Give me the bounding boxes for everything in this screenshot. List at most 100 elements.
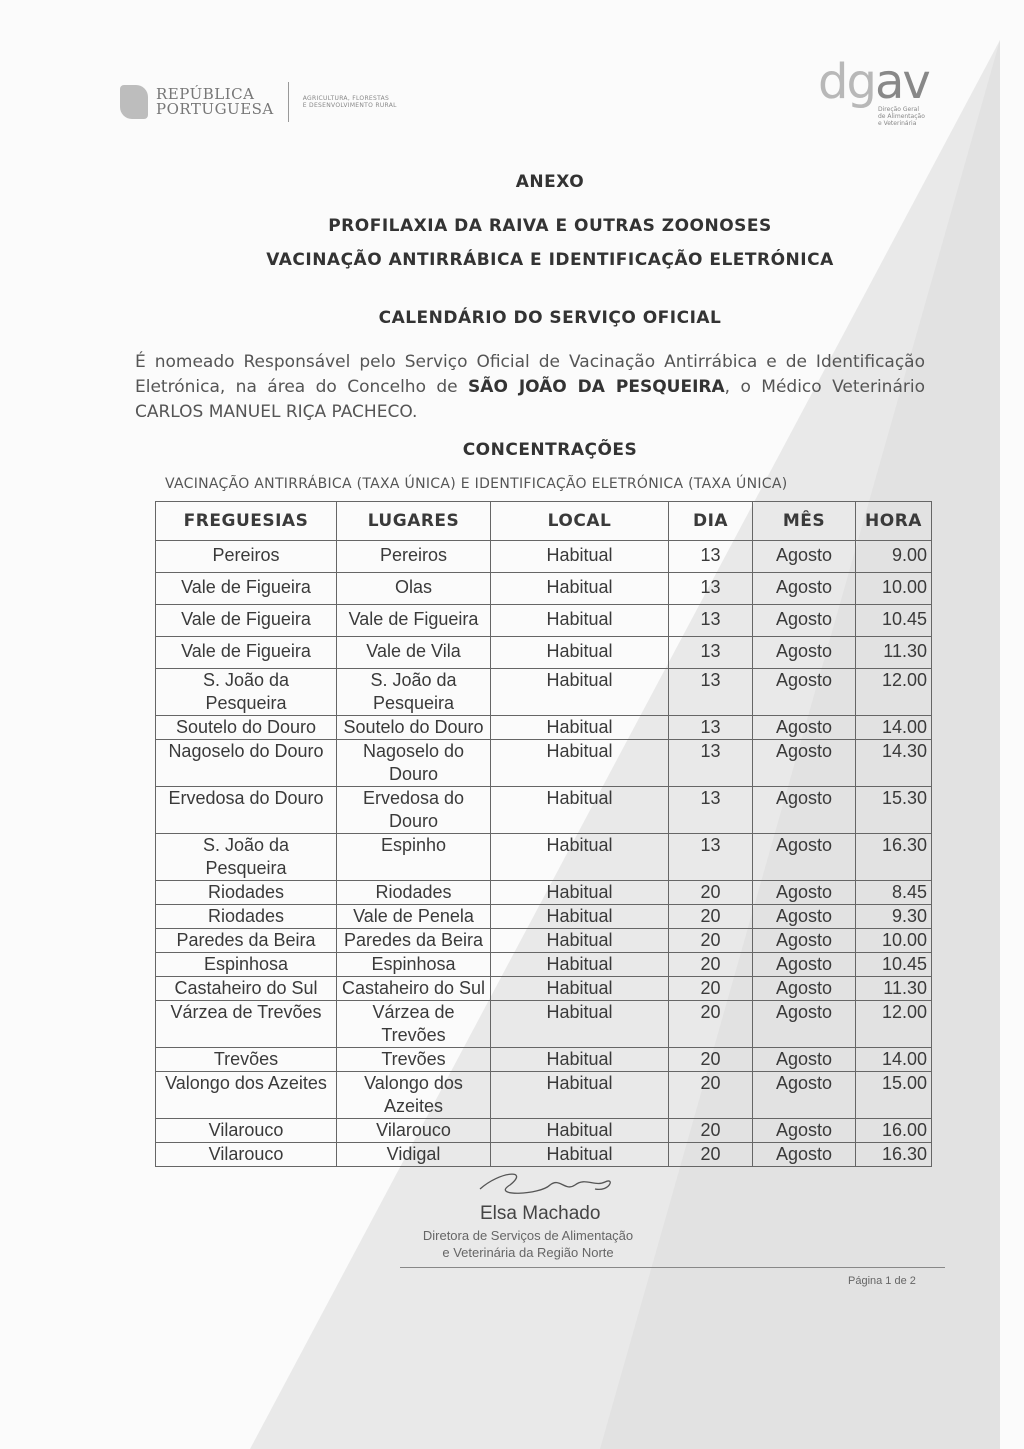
- local-cell: Habitual: [490, 833, 669, 881]
- hora-cell: 11.30: [855, 976, 932, 1001]
- lugar-cell: Ervedosa do Douro: [336, 786, 491, 834]
- mes-cell: Agosto: [752, 739, 856, 787]
- hora-cell: 10.00: [855, 572, 932, 605]
- table-header-row: FREGUESIAS LUGARES LOCAL DIA MÊS HORA: [155, 501, 932, 541]
- dia-cell: 13: [668, 833, 753, 881]
- dia-cell: 20: [668, 952, 753, 977]
- hora-cell: 16.30: [855, 833, 932, 881]
- lugar-cell: Vilarouco: [336, 1118, 491, 1143]
- dia-cell: 20: [668, 976, 753, 1001]
- column-header: HORA: [855, 501, 932, 541]
- mes-cell: Agosto: [752, 1000, 856, 1048]
- hora-cell: 11.30: [855, 636, 932, 669]
- local-cell: Habitual: [490, 786, 669, 834]
- freguesia-cell: Vilarouco: [155, 1118, 337, 1143]
- signature-block: Elsa Machado Diretora de Serviços de Ali…: [398, 1169, 658, 1261]
- mes-cell: Agosto: [752, 715, 856, 740]
- column-header: LUGARES: [336, 501, 491, 541]
- footer-divider: [400, 1267, 945, 1268]
- hora-cell: 9.00: [855, 540, 932, 573]
- hora-cell: 10.45: [855, 604, 932, 637]
- document-subtitle: PROFILAXIA DA RAIVA E OUTRAS ZOONOSES: [328, 216, 772, 236]
- table-row: Vilarouco Vidigal Habitual 20 Agosto 16.30: [155, 1142, 932, 1167]
- table-row: Valongo dos Azeites Valongo dos Azeites Ha…: [155, 1071, 932, 1119]
- table-row: Pereiros Pereiros Habitual 13 Agosto 9.00: [155, 540, 932, 573]
- lugar-cell: Trevões: [336, 1047, 491, 1072]
- hora-cell: 16.30: [855, 1142, 932, 1167]
- table-row: Nagoselo do Douro Nagoselo do Douro Habitu…: [155, 739, 932, 787]
- dia-cell: 20: [668, 928, 753, 953]
- lugar-cell: Vale de Penela: [336, 904, 491, 929]
- freguesia-cell: Castaheiro do Sul: [155, 976, 337, 1001]
- local-cell: Habitual: [490, 952, 669, 977]
- table-row: Várzea de Trevões Várzea de Trevões Habitu…: [155, 1000, 932, 1048]
- lugar-cell: S. João da Pesqueira: [336, 668, 491, 716]
- dia-cell: 13: [668, 715, 753, 740]
- mes-cell: Agosto: [752, 976, 856, 1001]
- lugar-cell: Vale de Vila: [336, 636, 491, 669]
- divider: [287, 82, 289, 122]
- signatory-title-line: e Veterinária da Região Norte: [442, 1245, 614, 1260]
- column-header: FREGUESIAS: [155, 501, 337, 541]
- table-row: Paredes da Beira Paredes da Beira Habitual…: [155, 928, 932, 953]
- signatory-title: Diretora de Serviços de Alimentação e Ve…: [398, 1227, 658, 1261]
- lugar-cell: Soutelo do Douro: [336, 715, 491, 740]
- freguesia-cell: Espinhosa: [155, 952, 337, 977]
- hora-cell: 10.00: [855, 928, 932, 953]
- dia-cell: 20: [668, 1142, 753, 1167]
- local-cell: Habitual: [490, 636, 669, 669]
- mes-cell: Agosto: [752, 1142, 856, 1167]
- section-subtitle: VACINAÇÃO ANTIRRÁBICA (TAXA ÚNICA) E IDE…: [165, 476, 788, 492]
- local-cell: Habitual: [490, 668, 669, 716]
- mes-cell: Agosto: [752, 604, 856, 637]
- mes-cell: Agosto: [752, 786, 856, 834]
- lugar-cell: Castaheiro do Sul: [336, 976, 491, 1001]
- mes-cell: Agosto: [752, 880, 856, 905]
- table-row: Castaheiro do Sul Castaheiro do Sul Habitu…: [155, 976, 932, 1001]
- mes-cell: Agosto: [752, 904, 856, 929]
- freguesia-cell: Vilarouco: [155, 1142, 337, 1167]
- table-row: Espinhosa Espinhosa Habitual 20 Agosto 10.45: [155, 952, 932, 977]
- hora-cell: 15.30: [855, 786, 932, 834]
- table-row: S. João da Pesqueira S. João da Pesqueira…: [155, 668, 932, 716]
- column-header: MÊS: [752, 501, 856, 541]
- local-cell: Habitual: [490, 540, 669, 573]
- freguesia-cell: Várzea de Trevões: [155, 1000, 337, 1048]
- lugar-cell: Vidigal: [336, 1142, 491, 1167]
- concelho-name: SÃO JOÃO DA PESQUEIRA: [468, 377, 725, 397]
- document-subtitle: VACINAÇÃO ANTIRRÁBICA E IDENTIFICAÇÃO EL…: [266, 250, 834, 270]
- mes-cell: Agosto: [752, 668, 856, 716]
- dia-cell: 20: [668, 1071, 753, 1119]
- dgav-logo: dgav Direção Geral de Alimentação e Vete…: [818, 54, 931, 127]
- freguesia-cell: Vale de Figueira: [155, 636, 337, 669]
- lugar-cell: Olas: [336, 572, 491, 605]
- local-cell: Habitual: [490, 715, 669, 740]
- page-number: Página 1 de 2: [848, 1275, 916, 1287]
- freguesia-cell: Soutelo do Douro: [155, 715, 337, 740]
- local-cell: Habitual: [490, 880, 669, 905]
- hora-cell: 10.45: [855, 952, 932, 977]
- lugar-cell: Valongo dos Azeites: [336, 1071, 491, 1119]
- column-header: LOCAL: [490, 501, 669, 541]
- dia-cell: 20: [668, 1047, 753, 1072]
- section-title: CONCENTRAÇÕES: [462, 440, 638, 460]
- document-body: É nomeado Responsável pelo Serviço Ofici…: [0, 350, 1024, 1288]
- mes-cell: Agosto: [752, 572, 856, 605]
- freguesia-cell: Riodades: [155, 880, 337, 905]
- local-cell: Habitual: [490, 1000, 669, 1048]
- table-row: Vale de Figueira Vale de Figueira Habitual…: [155, 604, 932, 637]
- dia-cell: 13: [668, 636, 753, 669]
- freguesia-cell: Nagoselo do Douro: [155, 739, 337, 787]
- mes-cell: Agosto: [752, 1071, 856, 1119]
- signatory-title-line: Diretora de Serviços de Alimentação: [422, 1228, 634, 1243]
- paragraph-text: , o Médico Veterinário CARLOS MANUEL RIÇ…: [135, 377, 925, 422]
- local-cell: Habitual: [490, 572, 669, 605]
- mes-cell: Agosto: [752, 1118, 856, 1143]
- handwritten-signature: [479, 1173, 611, 1194]
- dia-cell: 13: [668, 786, 753, 834]
- lugar-cell: Riodades: [336, 880, 491, 905]
- hora-cell: 14.00: [855, 1047, 932, 1072]
- nomination-paragraph: É nomeado Responsável pelo Serviço Ofici…: [135, 350, 925, 425]
- dia-cell: 20: [668, 1000, 753, 1048]
- table-row: Riodades Vale de Penela Habitual 20 Agosto 9.…: [155, 904, 932, 929]
